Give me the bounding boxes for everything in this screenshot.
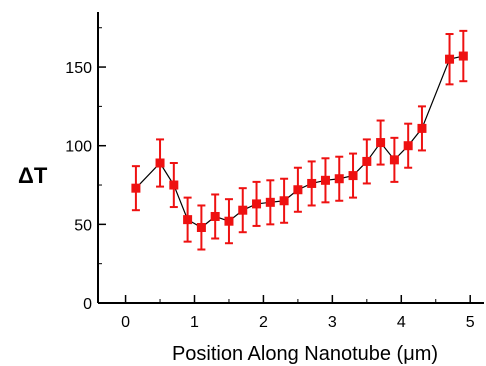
x-tick-label: 1 (190, 314, 199, 331)
x-tick-label: 4 (397, 314, 406, 331)
data-point (417, 123, 427, 133)
series-line (135, 55, 464, 229)
data-point (458, 51, 468, 61)
data-point (348, 171, 358, 181)
x-tick-label: 2 (259, 314, 268, 331)
data-point (334, 174, 344, 184)
data-point (183, 215, 193, 225)
data-point (362, 156, 372, 166)
data-point (131, 183, 141, 193)
data-point (224, 216, 234, 226)
data-point (376, 138, 386, 148)
data-point (279, 196, 289, 206)
data-point (403, 141, 413, 151)
x-axis-title: Position Along Nanotube (μm) (172, 343, 438, 365)
x-tick-label: 5 (466, 314, 475, 331)
data-point (265, 197, 275, 207)
x-tick-label: 0 (121, 314, 130, 331)
data-point (389, 155, 399, 165)
x-tick-label: 3 (328, 314, 337, 331)
data-point (210, 211, 220, 221)
y-tick-label: 150 (65, 60, 92, 77)
y-tick-label: 0 (83, 296, 92, 313)
x-axis: 0 1 2 3 4 5 (98, 295, 484, 331)
y-axis-title: ΔT (18, 163, 48, 188)
data-point (238, 205, 248, 215)
y-tick-label: 50 (74, 217, 92, 234)
plot-area (131, 29, 468, 251)
data-point (252, 199, 262, 209)
data-point (320, 175, 330, 185)
data-point (293, 185, 303, 195)
data-point (445, 54, 455, 64)
y-axis: 0 50 100 150 (65, 12, 106, 313)
y-tick-label: 100 (65, 139, 92, 156)
data-point (169, 180, 179, 190)
data-point (307, 178, 317, 188)
data-point (196, 222, 206, 232)
data-point (155, 158, 165, 168)
